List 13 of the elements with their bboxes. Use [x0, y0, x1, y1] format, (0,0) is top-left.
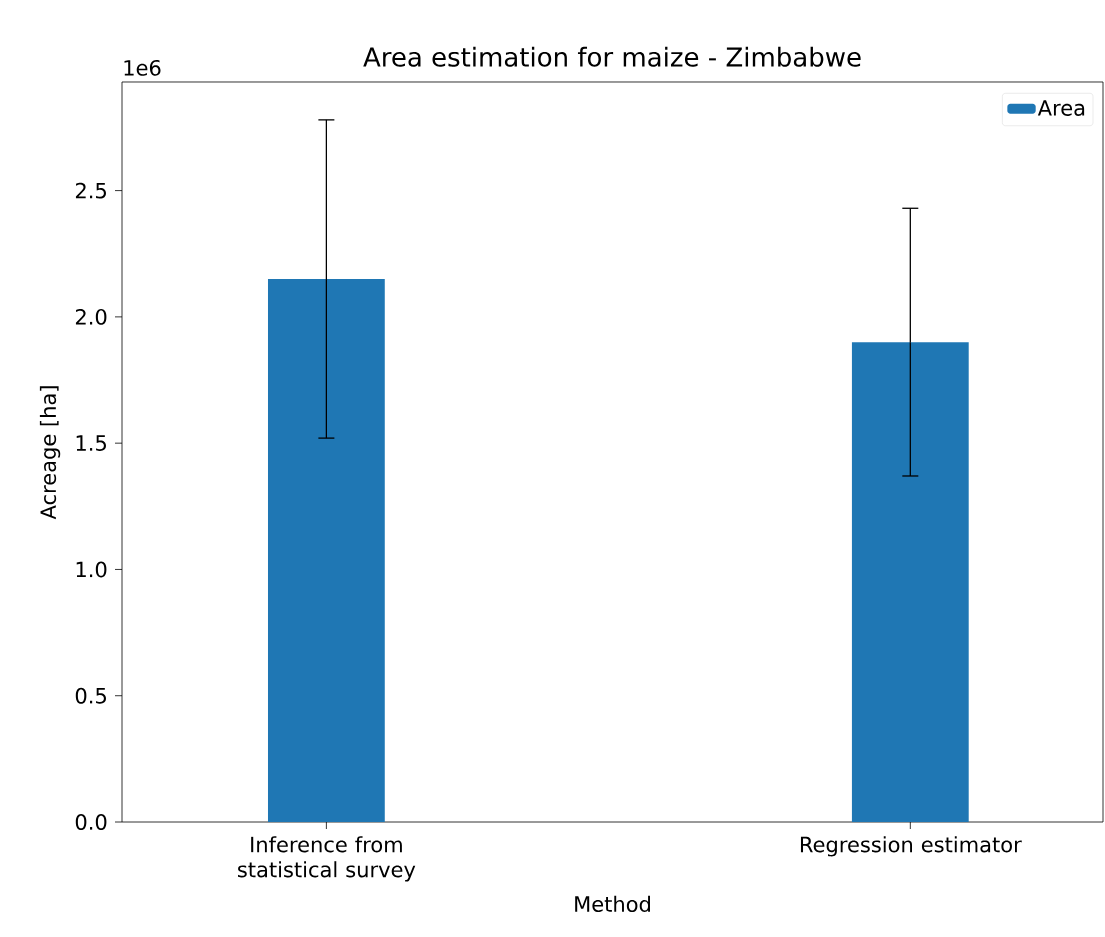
- y-tick-label: 2.5: [75, 182, 106, 199]
- y-tick-label: 1.0: [76, 561, 107, 578]
- y-tick-label: 1.5: [76, 435, 106, 451]
- y-tick-label: 0.0: [75, 814, 107, 830]
- text: 1e6: [124, 59, 161, 76]
- x-axis-title: Method: [575, 895, 650, 912]
- chart-title: Area estimation for maize - Zimbabwe: [363, 46, 861, 67]
- legend-label: Area: [1037, 100, 1085, 116]
- y-axis-title: Acreage [ha]: [39, 386, 61, 520]
- y-tick-label: 0.5: [75, 687, 106, 704]
- x-tick-label: Inference from statistical survey: [238, 836, 416, 882]
- x-tick-label: Regression estimator: [800, 836, 1022, 857]
- y-tick-label: 2.0: [75, 308, 107, 325]
